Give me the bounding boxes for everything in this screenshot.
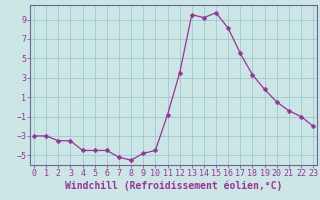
- X-axis label: Windchill (Refroidissement éolien,°C): Windchill (Refroidissement éolien,°C): [65, 181, 282, 191]
